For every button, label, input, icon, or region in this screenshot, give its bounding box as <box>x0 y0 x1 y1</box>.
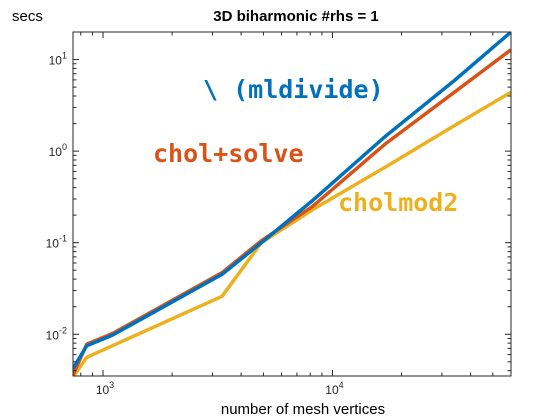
y-tick-label-0: 10-2 <box>46 325 67 342</box>
series-label-0: \ (mldivide) <box>203 75 384 104</box>
x-tick-label-0: 103 <box>96 380 114 397</box>
y-tick-label-2: 100 <box>49 142 67 159</box>
plot-area: 103 104 10-2 10-1 100 101 \ (mldivide) chol+sol… <box>46 31 512 397</box>
axes-box <box>72 31 512 377</box>
y-tick-label-1: 10-1 <box>46 234 67 251</box>
y-axis-label: secs <box>12 8 43 25</box>
series-line-0 <box>73 32 511 370</box>
series-label-1: chol+solve <box>153 139 304 168</box>
series-line-2 <box>73 90 511 376</box>
y-tick-label-3: 101 <box>49 51 67 68</box>
series-label-2: cholmod2 <box>338 188 458 217</box>
chart-title: 3D biharmonic #rhs = 1 <box>213 8 378 25</box>
x-axis-label: number of mesh vertices <box>221 401 385 418</box>
x-tick-label-1: 104 <box>325 380 343 397</box>
